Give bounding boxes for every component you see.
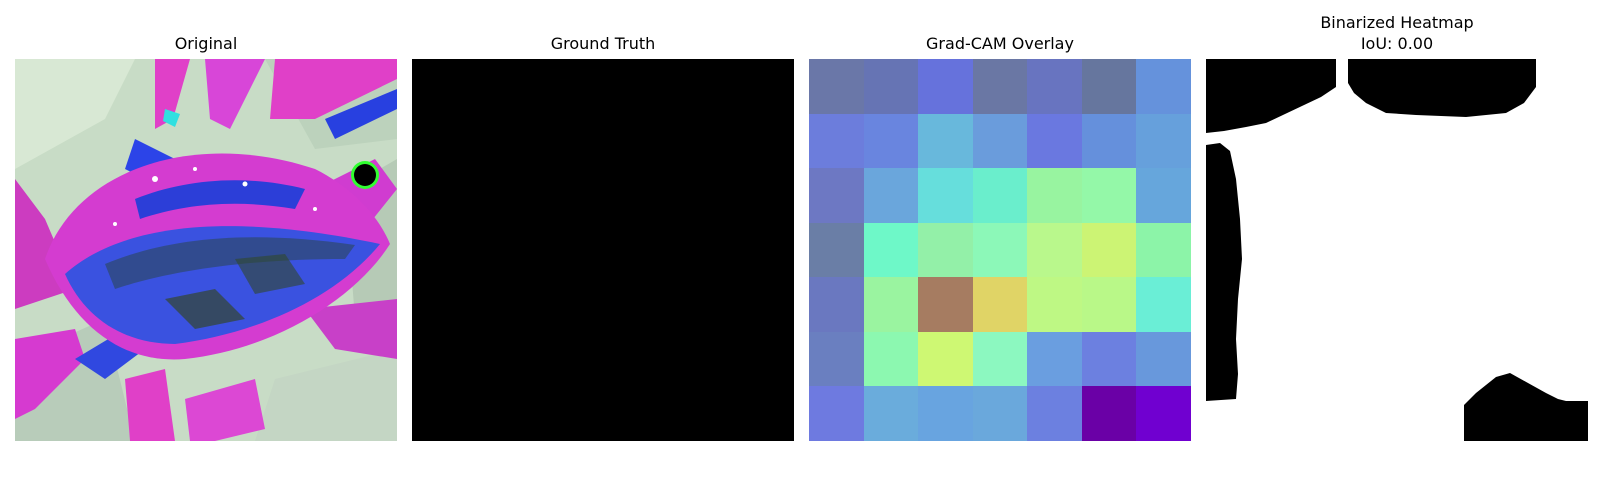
gradcam-overlay-panel bbox=[809, 59, 1191, 441]
gradcam-cell bbox=[1136, 168, 1191, 223]
original-image-panel bbox=[15, 59, 397, 441]
gradcam-cell bbox=[918, 59, 973, 114]
gradcam-cell bbox=[864, 59, 918, 114]
gradcam-cell bbox=[864, 332, 918, 386]
gradcam-cell bbox=[809, 168, 864, 223]
gradcam-cell bbox=[973, 114, 1027, 168]
binarized-heatmap-mask bbox=[1206, 59, 1588, 441]
original-leaf-image bbox=[15, 59, 397, 441]
gradcam-heatmap-grid bbox=[809, 59, 1191, 441]
gradcam-cell bbox=[918, 332, 973, 386]
gradcam-cell bbox=[1136, 114, 1191, 168]
gradcam-cell bbox=[918, 277, 973, 332]
gradcam-cell bbox=[1082, 332, 1136, 386]
panel-title-ground-truth: Ground Truth bbox=[550, 34, 656, 53]
gradcam-cell bbox=[918, 114, 973, 168]
gradcam-cell bbox=[1136, 277, 1191, 332]
gradcam-cell bbox=[864, 114, 918, 168]
gradcam-cell bbox=[1082, 168, 1136, 223]
gradcam-cell bbox=[1082, 277, 1136, 332]
gradcam-cell bbox=[1136, 59, 1191, 114]
gradcam-cell bbox=[1027, 386, 1082, 441]
gradcam-cell bbox=[809, 277, 864, 332]
gradcam-cell bbox=[809, 59, 864, 114]
gradcam-cell bbox=[973, 386, 1027, 441]
gradcam-cell bbox=[973, 59, 1027, 114]
gradcam-cell bbox=[864, 386, 918, 441]
ground-truth-panel bbox=[412, 59, 794, 441]
gradcam-cell bbox=[918, 386, 973, 441]
gradcam-cell bbox=[1082, 114, 1136, 168]
gradcam-cell bbox=[864, 168, 918, 223]
gradcam-cell bbox=[973, 168, 1027, 223]
gradcam-cell bbox=[918, 223, 973, 277]
gradcam-cell bbox=[1136, 332, 1191, 386]
gradcam-cell bbox=[1136, 386, 1191, 441]
gradcam-cell bbox=[1027, 114, 1082, 168]
gradcam-cell bbox=[1027, 223, 1082, 277]
gradcam-cell bbox=[1027, 332, 1082, 386]
gradcam-cell bbox=[809, 223, 864, 277]
gradcam-cell bbox=[973, 332, 1027, 386]
gradcam-cell bbox=[973, 223, 1027, 277]
gradcam-cell bbox=[1082, 59, 1136, 114]
gradcam-cell bbox=[1082, 223, 1136, 277]
gradcam-cell bbox=[918, 168, 973, 223]
panel-title-gradcam: Grad-CAM Overlay bbox=[926, 34, 1074, 53]
gradcam-cell bbox=[973, 277, 1027, 332]
panel-title-original: Original bbox=[174, 34, 238, 53]
gradcam-cell bbox=[809, 114, 864, 168]
gradcam-cell bbox=[1082, 386, 1136, 441]
panel-title-binarized-line1: Binarized Heatmap bbox=[1320, 13, 1474, 32]
gradcam-cell bbox=[1027, 168, 1082, 223]
panel-title-binarized-line2: IoU: 0.00 bbox=[1360, 34, 1434, 53]
gradcam-cell bbox=[809, 386, 864, 441]
binarized-heatmap-panel bbox=[1206, 59, 1588, 441]
gradcam-cell bbox=[864, 277, 918, 332]
gradcam-cell bbox=[1027, 59, 1082, 114]
gradcam-cell bbox=[1136, 223, 1191, 277]
gradcam-cell bbox=[864, 223, 918, 277]
gradcam-cell bbox=[809, 332, 864, 386]
gradcam-cell bbox=[1027, 277, 1082, 332]
